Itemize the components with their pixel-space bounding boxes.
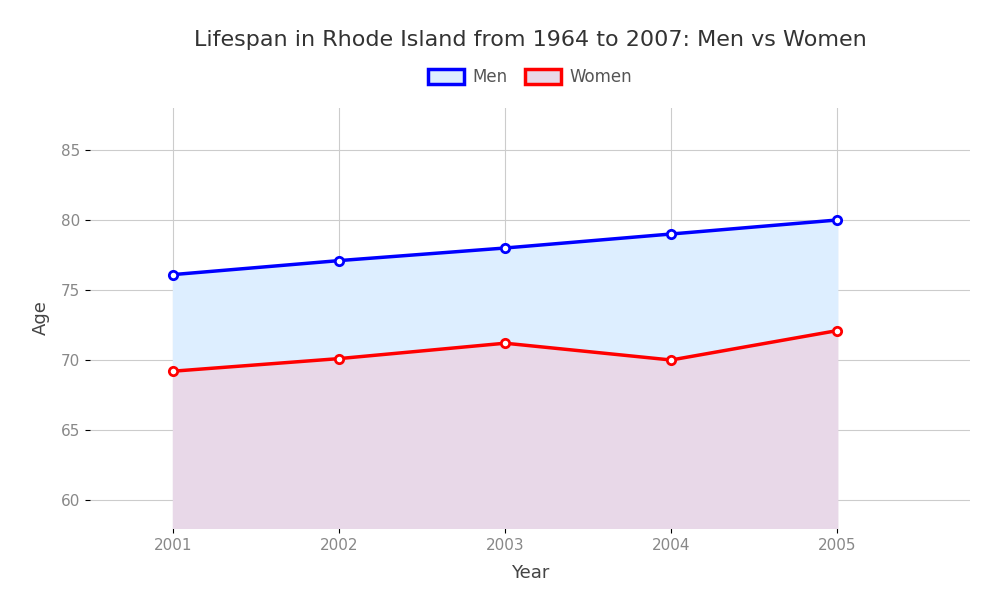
X-axis label: Year: Year [511,564,549,582]
Y-axis label: Age: Age [32,301,50,335]
Legend: Men, Women: Men, Women [421,62,639,93]
Title: Lifespan in Rhode Island from 1964 to 2007: Men vs Women: Lifespan in Rhode Island from 1964 to 20… [194,29,866,49]
